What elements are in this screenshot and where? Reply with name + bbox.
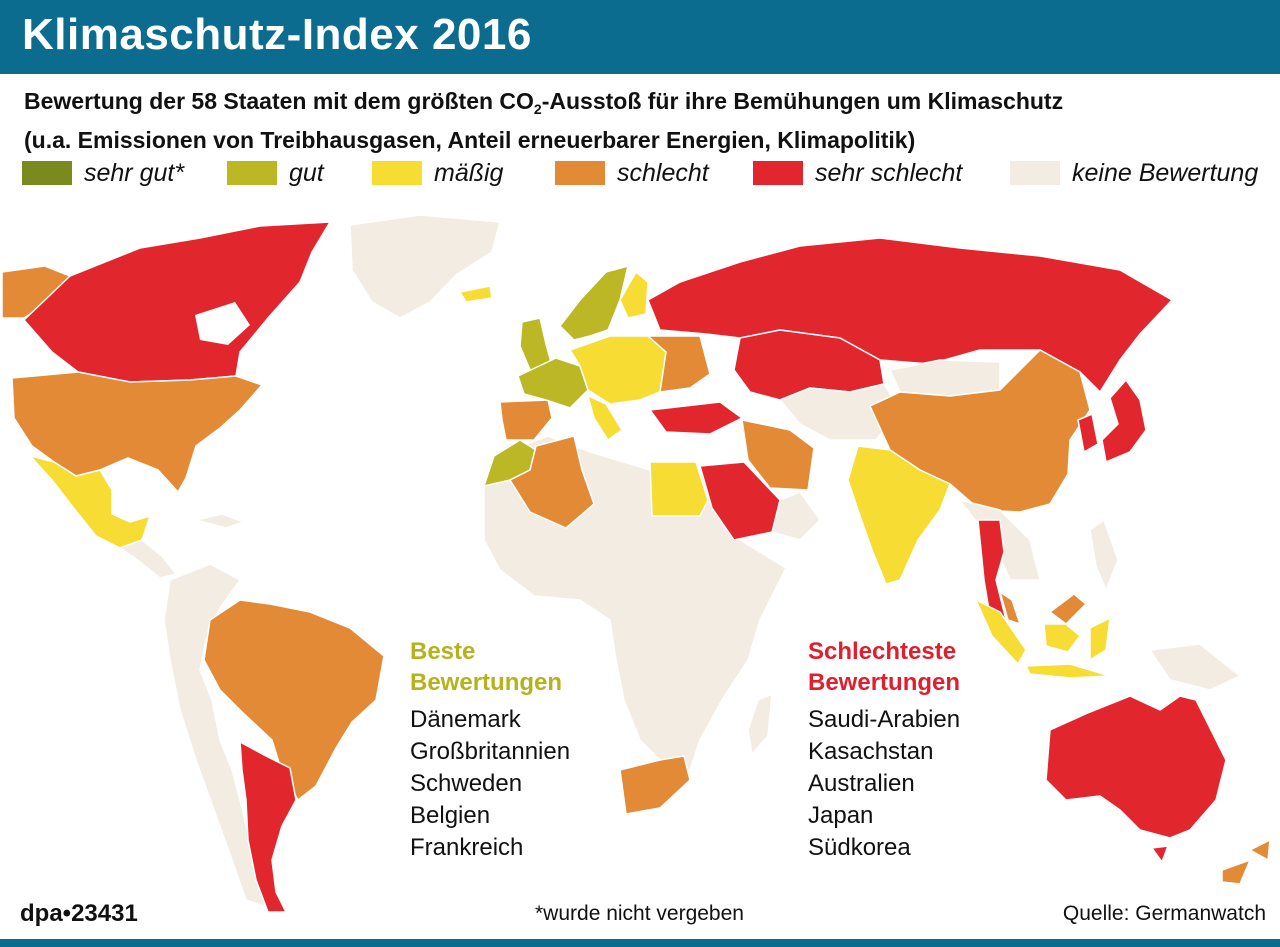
list-item: Japan: [808, 802, 874, 829]
worst-ratings-list: Schlechteste Bewertungen Saudi-Arabien K…: [808, 636, 960, 864]
region-australien: [1045, 695, 1227, 839]
legend-item-moderate: mäßig: [372, 158, 503, 188]
legend-item-very-good: sehr gut*: [22, 158, 184, 188]
list-item: Kasachstan: [808, 738, 934, 765]
region-frankreich: [517, 357, 589, 409]
region-indien: [847, 445, 951, 585]
list-item: Australien: [808, 770, 915, 797]
region-finnland: [619, 271, 649, 319]
region-neuseeland: [1249, 839, 1271, 861]
bottom-bar: [0, 939, 1280, 947]
source-credit: Quelle: Germanwatch: [1062, 902, 1266, 925]
legend-item-no-rating: keine Bewertung: [1010, 158, 1258, 188]
region-brasilien: [203, 599, 385, 801]
list-item: Schweden: [410, 770, 523, 797]
worst-ratings-title-1: Schlechteste: [808, 638, 957, 665]
region-indonesien-borneo: [1043, 623, 1081, 653]
legend-item-poor: schlecht: [555, 158, 709, 188]
best-ratings-title-2: Bewertungen: [410, 669, 563, 696]
best-ratings-title-1: Beste: [410, 638, 476, 665]
region-suedafrika: [619, 755, 691, 815]
footnote: *wurde nicht vergeben: [535, 902, 744, 925]
list-item: Dänemark: [410, 706, 521, 733]
list-item: Belgien: [410, 802, 491, 829]
region-mittelamerika: [119, 539, 177, 579]
region-mongolei: [889, 359, 1001, 397]
worst-ratings-title-2: Bewertungen: [808, 669, 961, 696]
legend-item-very-poor: sehr schlecht: [753, 158, 962, 188]
list-item: Saudi-Arabien: [808, 706, 961, 733]
region-thailand: [977, 519, 1007, 621]
legend-swatch: [372, 161, 422, 185]
legend-swatch: [753, 161, 803, 185]
region-malaysia-borneo: [1049, 593, 1087, 625]
region-skandinavien: [559, 265, 629, 341]
subtitle-line-1: Bewertung der 58 Staaten mit dem größten…: [24, 88, 1064, 117]
region-groenland: [349, 214, 501, 319]
region-tuerkei: [649, 401, 743, 435]
world-map: [1, 214, 1271, 913]
list-item: Großbritannien: [410, 738, 571, 765]
list-item: Südkorea: [808, 834, 911, 861]
region-suedkorea: [1077, 413, 1099, 453]
legend-item-good: gut: [227, 158, 324, 188]
region-island: [459, 285, 493, 303]
region-italien: [587, 395, 623, 441]
legend-swatch: [1010, 161, 1060, 185]
region-indonesien-sulawesi: [1089, 617, 1111, 661]
region-aegypten: [649, 461, 709, 517]
hudson-bay: [195, 302, 250, 345]
region-iran: [741, 419, 815, 491]
legend-swatch: [555, 161, 605, 185]
header-bar: Klimaschutz-Index 2016: [0, 0, 1280, 74]
dpa-code: dpa•23431: [20, 900, 138, 927]
subtitle: Bewertung der 58 Staaten mit dem größten…: [24, 86, 1264, 156]
region-osteuropa: [647, 335, 711, 393]
region-indonesien-java: [1025, 663, 1111, 679]
legend: sehr gut* gut mäßig schlecht sehr schlec…: [22, 158, 1272, 188]
region-karibik: [195, 513, 245, 529]
region-tasmanien: [1151, 845, 1169, 863]
region-neuseeland-sued: [1221, 859, 1251, 885]
page-title: Klimaschutz-Index 2016: [22, 10, 532, 59]
region-kanada: [23, 221, 331, 383]
best-ratings-list: Beste Bewertungen Dänemark Großbritannie…: [410, 636, 570, 864]
region-argentinien: [239, 741, 297, 913]
legend-swatch: [22, 161, 72, 185]
list-item: Frankreich: [410, 834, 524, 861]
region-madagaskar: [747, 693, 773, 755]
region-mitteleuropa: [569, 335, 667, 405]
region-indonesien-sumatra: [975, 599, 1027, 665]
subtitle-line-2: (u.a. Emissionen von Treibhausgasen, Ant…: [24, 127, 916, 153]
region-iberien: [499, 399, 553, 441]
region-mexiko: [29, 455, 151, 549]
region-papua: [1149, 643, 1241, 691]
region-algerien: [509, 435, 595, 529]
region-philippinen: [1089, 519, 1119, 591]
region-malaysia: [999, 591, 1021, 625]
region-nahost-rest: [771, 491, 821, 541]
legend-swatch: [227, 161, 277, 185]
region-japan: [1101, 379, 1147, 463]
